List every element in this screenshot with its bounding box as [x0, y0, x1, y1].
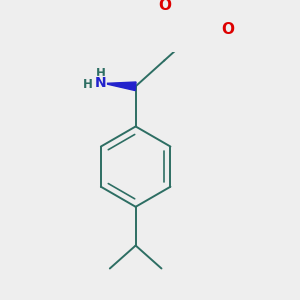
Polygon shape — [104, 82, 136, 91]
Text: N: N — [95, 76, 106, 90]
Text: H: H — [96, 67, 105, 80]
Text: H: H — [83, 78, 92, 92]
Text: O: O — [158, 0, 171, 14]
Text: O: O — [221, 22, 234, 37]
